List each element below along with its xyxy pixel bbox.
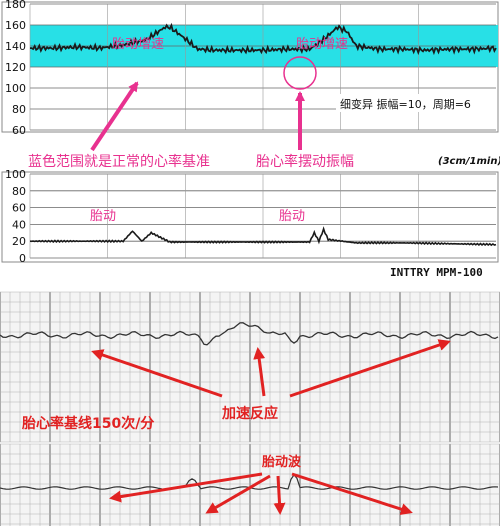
fhr-trace (30, 22, 497, 56)
annotation-accel-2: 胎动增速 (296, 37, 348, 52)
annotation-baseline-band: 蓝色范围就是正常的心率基准 (28, 153, 210, 170)
annotation-accel-1: 胎动增速 (112, 37, 164, 52)
variability-badge: 细变异 振幅=10，周期=6 (340, 97, 471, 111)
fhr-tick-label: 120 (5, 61, 26, 74)
toco-y-tick-labels: 100 80 60 40 20 0 (5, 168, 26, 265)
toco-tick-label: 20 (12, 235, 26, 248)
annotation-strip: 蓝色范围就是正常的心率基准 胎心率摆动振幅 (3cm/1min) (28, 153, 500, 170)
toco-tick-label: 40 (12, 218, 26, 231)
toco-tick-label: 0 (19, 252, 26, 265)
fetal-wave-arrow-2 (205, 474, 271, 514)
paper-strip-toco: 胎动波 (0, 443, 500, 526)
fhr-tick-label: 160 (5, 19, 26, 32)
toco-trace (29, 226, 497, 247)
accel-arrow-right (289, 339, 451, 398)
annotation-fetal-move-1: 胎动 (90, 209, 116, 224)
accel-arrow-left (91, 349, 223, 398)
fhr-panel: 180 160 140 120 100 80 60 胎动增速 胎动增速 细变异 振幅=10，… (1, 0, 499, 152)
fhr-tick-label: 100 (5, 82, 26, 95)
fhr-grid (29, 3, 496, 131)
chart-speed-label: (3cm/1min) (438, 156, 500, 167)
annotation-baseline-150: 胎心率基线150次/分 (22, 415, 154, 432)
fetal-wave-arrow-4 (291, 472, 413, 515)
fhr-y-tick-labels: 180 160 140 120 100 80 60 (5, 0, 26, 137)
paper-strip-toco-grid (0, 443, 500, 526)
toco-tick-label: 60 (12, 202, 26, 215)
annotation-fetal-wave: 胎动波 (262, 454, 302, 470)
annotation-fetal-move-2: 胎动 (279, 209, 305, 224)
paper-strip-fhr-trace (0, 322, 499, 346)
toco-tick-label: 100 (5, 168, 26, 181)
toco-panel: 100 80 60 40 20 0 胎动 胎动 INTTRY MPM-100 (1, 168, 499, 279)
fetal-wave-arrow-1 (109, 472, 263, 503)
annotation-accel-response: 加速反应 (221, 405, 278, 422)
device-label: INTTRY MPM-100 (390, 266, 483, 279)
baseline-arrow (90, 81, 139, 152)
fhr-tick-label: 140 (5, 40, 26, 53)
toco-tick-label: 80 (12, 185, 26, 198)
fhr-tick-label: 60 (12, 124, 26, 137)
fetal-wave-arrow-3 (273, 475, 286, 515)
fhr-tick-label: 180 (5, 0, 26, 11)
badge-box (336, 94, 496, 112)
accel-arrow-up (253, 347, 266, 397)
amplitude-highlight-circle (283, 56, 317, 90)
paper-strip-fhr-grid (0, 291, 500, 443)
toco-panel-frame (1, 171, 499, 263)
paper-strip-fhr: 胎心率基线150次/分 加速反应 (0, 291, 500, 443)
annotation-amplitude: 胎心率摆动振幅 (256, 153, 354, 170)
fhr-tick-label: 80 (12, 103, 26, 116)
